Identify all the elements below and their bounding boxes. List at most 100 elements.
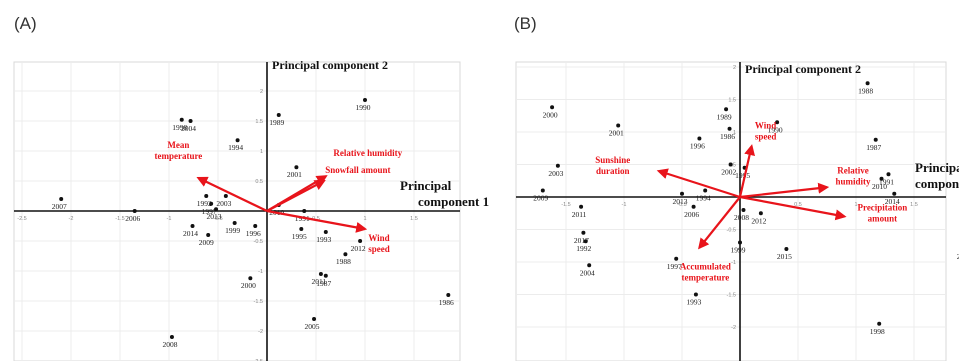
data-point [343,252,348,257]
data-point [865,81,870,86]
loading-vector-label: temperature [681,273,729,283]
loading-vector-arrow [739,182,830,199]
y-tick-label: 0.5 [255,179,263,185]
point-year-label: 2001 [609,129,624,138]
data-point [873,137,878,142]
plot-frame [515,61,947,361]
loading-vector-label: Relative humidity [333,148,402,158]
point-year-label: 1986 [720,132,735,141]
y-tick-label: -2.5 [254,359,263,361]
x-tick-label: -2 [69,216,74,222]
pc1-axis-label: Principal [400,178,452,193]
point-year-label: 1993 [686,298,701,307]
loading-vector-arrow [266,179,326,212]
data-point [312,317,317,321]
x-tick-label: -1 [622,202,627,208]
point-year-label: 2012 [351,244,366,253]
point-year-label: 2006 [684,210,699,219]
x-tick-label: 0.5 [794,202,802,208]
y-tick-label: 2 [733,65,736,71]
data-point [232,221,237,225]
data-point [674,256,679,261]
x-tick-label: -0.5 [213,216,222,222]
data-point [209,201,214,206]
point-year-label: 1987 [866,143,881,152]
pc2-axis-label: Principal component 2 [272,58,388,72]
point-year-label: 1992 [197,199,212,208]
y-tick-label: -0.5 [727,228,736,234]
y-tick-label: -1.5 [727,293,736,299]
x-tick-label: -1.5 [561,202,570,208]
point-year-label: 2009 [199,238,214,247]
data-point [190,224,195,228]
data-point [697,136,702,141]
data-point [235,138,240,143]
point-year-label: 2001 [287,170,302,179]
point-year-label: 1998 [870,327,885,336]
data-point [188,119,193,123]
data-point [446,293,451,297]
data-point [738,240,742,245]
loading-vector-arrow [656,168,741,199]
biplot-panel-b: -1.5-1-0.50.511.521.510.5-0.5-1-1.5-2Pri… [515,61,959,361]
loading-vector-label: Wind [368,233,389,243]
data-point [204,194,209,198]
data-point [214,207,219,212]
data-point [680,191,684,196]
data-point [363,98,367,102]
point-year-label: 2012 [751,216,766,225]
point-year-label: 2006 [125,214,140,223]
data-point [323,273,328,278]
panel-label-a: (A) [14,14,37,33]
point-year-label: 1995 [735,171,750,180]
data-point [540,188,545,193]
point-year-label: 1989 [269,118,284,127]
loading-vector-arrow [698,196,741,250]
point-year-label: 1988 [336,257,351,266]
x-tick-label: -1 [167,216,172,222]
point-year-label: 2005 [305,322,320,331]
y-tick-label: -1 [731,260,736,266]
point-year-label: 2015 [777,252,792,261]
loading-vector-arrow [196,176,268,212]
point-year-label: 1987 [316,279,331,288]
point-year-label: 1998 [172,123,187,132]
data-point [550,105,555,110]
data-point [276,113,281,117]
loading-vector-label: speed [368,244,390,254]
x-tick-label: -0.5 [677,202,686,208]
point-year-label: 1997 [667,262,682,271]
point-year-label: 2014 [885,197,900,206]
loading-vector-label: Wind [755,120,776,130]
point-year-label: 1995 [292,232,307,241]
point-year-label: 1997 [202,207,217,216]
y-tick-label: 1.5 [728,98,736,104]
biplot-panel-a: -2.5-2-1.5-1-0.50.511.521.510.5-0.5-1-1.… [13,58,489,361]
loading-vector-arrow [738,144,755,198]
data-point [323,230,328,234]
y-tick-label: -2 [731,325,736,331]
point-year-label: 2008 [734,213,749,222]
point-year-label: 1996 [690,142,705,151]
point-year-label: 1990 [356,103,371,112]
point-year-label: 2011 [572,210,587,219]
loading-vector-arrow [739,195,847,221]
y-tick-label: 1 [260,149,263,155]
point-year-label: 1993 [316,235,331,244]
loading-vector-label: Sunshine [595,155,630,165]
point-year-label: 2010 [872,182,887,191]
point-year-label: 1994 [696,194,711,203]
point-year-label: 1999 [225,226,240,235]
loading-vector-label: Snowfall amount [325,165,390,175]
data-point [223,194,228,198]
data-point [693,292,698,297]
data-point [583,239,588,244]
point-year-label: 2000 [543,110,558,119]
data-point [724,107,729,112]
data-point [727,126,732,131]
point-year-label: 2013 [673,197,688,206]
data-point [579,204,584,209]
pc1-axis-label: component 1 [418,194,489,209]
x-tick-label: -1.5 [115,216,124,222]
